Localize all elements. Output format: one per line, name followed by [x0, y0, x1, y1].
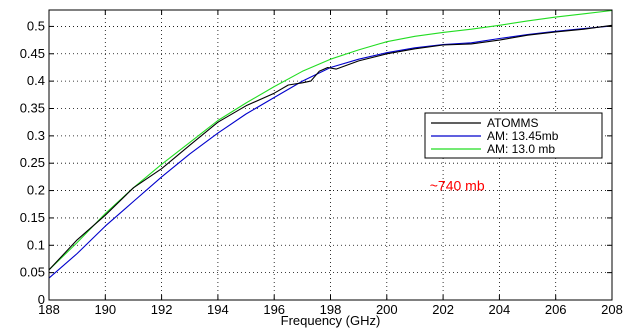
tick-layer: 188 190 192 194 196 198 200 202 204 206 208 0 0.05 0.… — [20, 10, 623, 317]
y-tick-label: 0.3 — [27, 128, 45, 143]
y-tick-label: 0.1 — [27, 237, 45, 252]
y-tick-label: 0.4 — [27, 73, 45, 88]
y-tick-label: 0.25 — [20, 155, 45, 170]
series-line-3 — [48, 9, 613, 271]
y-tick-label: 0 — [38, 292, 45, 307]
series-line-1 — [48, 24, 613, 271]
y-tick-label: 0.05 — [20, 265, 45, 280]
x-tick-label: 206 — [545, 302, 567, 317]
x-tick-label: 198 — [320, 302, 342, 317]
legend-label-3: AM: 13.0 mb — [487, 142, 555, 156]
x-tick-label: 204 — [489, 302, 511, 317]
y-tick-label: 0.15 — [20, 210, 45, 225]
x-tick-label: 208 — [601, 302, 623, 317]
legend-label-1: ATOMMS — [487, 116, 539, 130]
x-tick-label: 194 — [207, 302, 229, 317]
y-tick-label: 0.5 — [27, 18, 45, 33]
y-tick-label: 0.45 — [20, 46, 45, 61]
y-tick-label: 0.2 — [27, 183, 45, 198]
x-axis-label: Frequency (GHz) — [281, 313, 381, 328]
x-tick-label: 200 — [376, 302, 398, 317]
y-tick-label: 0.35 — [20, 100, 45, 115]
legend-label-2: AM: 13.45mb — [487, 129, 559, 143]
x-tick-label: 192 — [151, 302, 173, 317]
pressure-annotation: ~740 mb — [430, 178, 485, 194]
series-layer — [48, 9, 613, 279]
x-tick-label: 190 — [94, 302, 116, 317]
x-tick-label: 188 — [38, 302, 60, 317]
x-tick-label: 202 — [432, 302, 454, 317]
x-tick-label: 196 — [263, 302, 285, 317]
